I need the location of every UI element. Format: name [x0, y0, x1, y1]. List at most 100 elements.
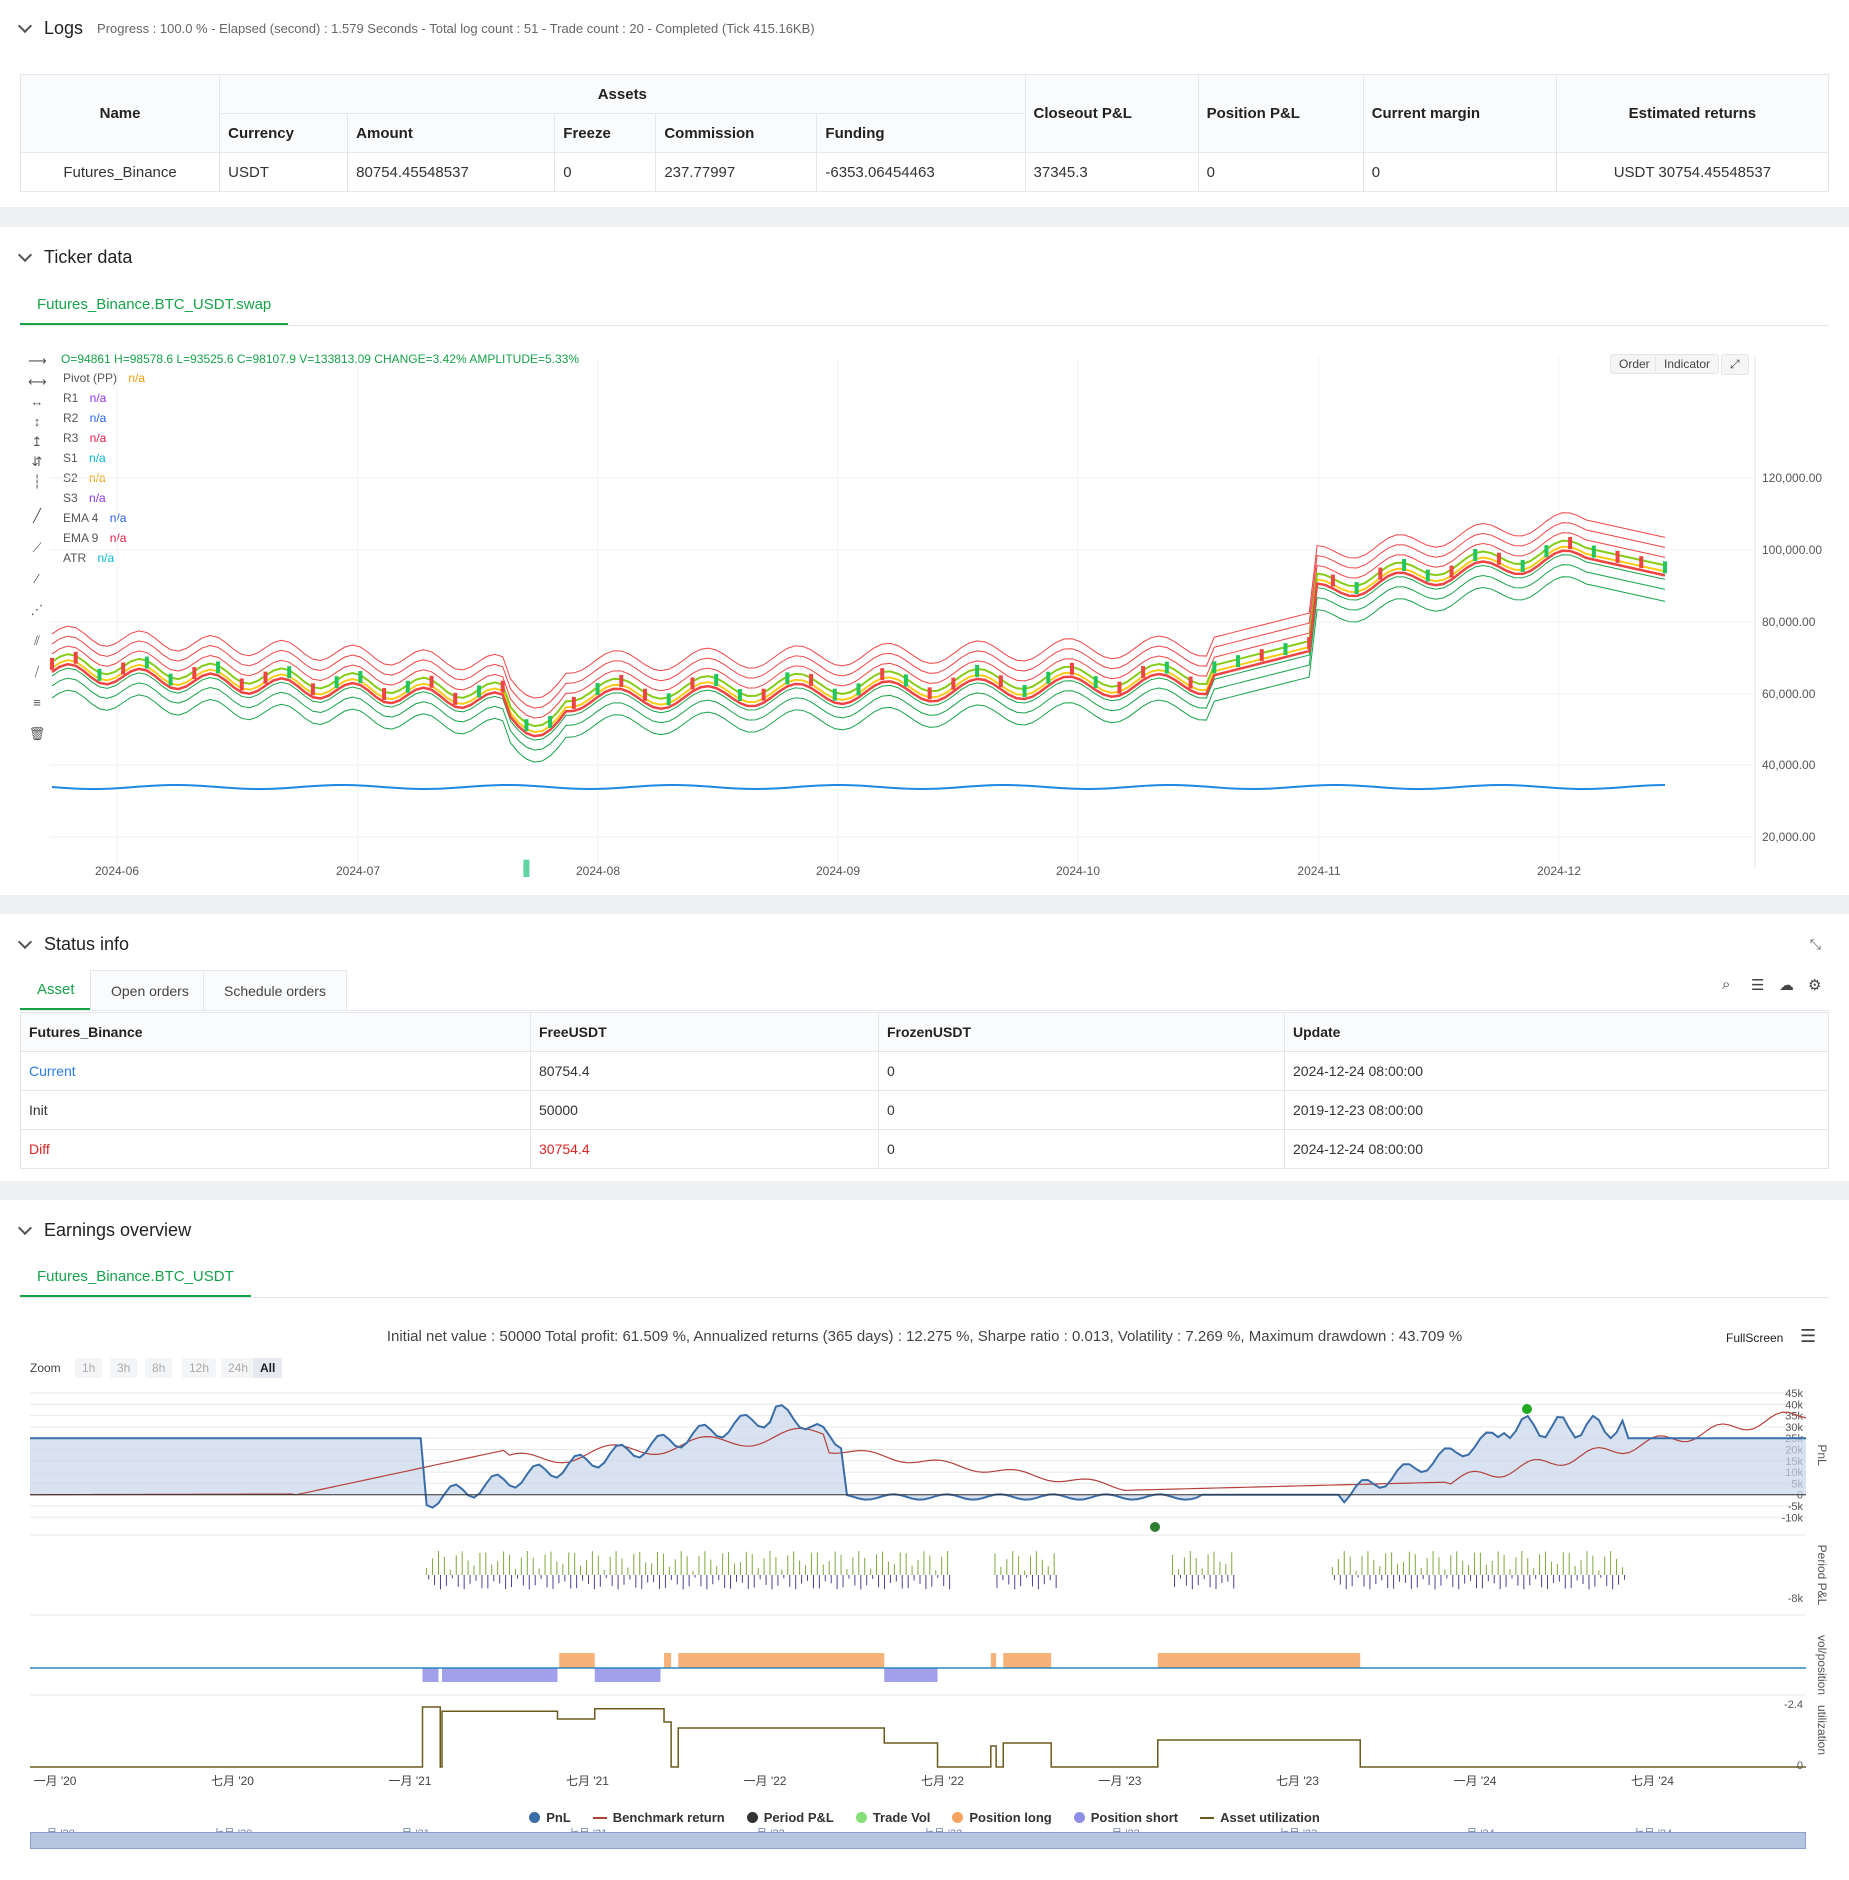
candle	[1544, 545, 1549, 558]
expand-icon[interactable]: ⤢	[1721, 354, 1749, 375]
candlestick-chart[interactable]: 120,000.00 100,000.00 80,000.00 60,000.00 40…	[0, 357, 1849, 877]
vertical-ray-icon[interactable]: ↥	[31, 434, 43, 449]
candle	[168, 673, 173, 686]
earnings-chart[interactable]: 45k40k35k30k25k20k15k10k5k0-5k-10k-8k-2.…	[0, 1385, 1849, 1855]
legend-item: EMA 9 n/a	[63, 531, 126, 545]
col-returns: Estimated returns	[1555, 74, 1830, 153]
parallel-line-icon[interactable]: ⫽	[34, 633, 40, 648]
collapse-icon[interactable]: ⤡	[1809, 936, 1821, 952]
cell-amount: 80754.45548537	[347, 152, 556, 192]
menu-icon[interactable]: ☰	[1800, 1326, 1817, 1346]
legend-item[interactable]: Asset utilization	[1200, 1810, 1320, 1825]
cell-currency: USDT	[219, 152, 349, 192]
candle	[310, 683, 315, 696]
legend-name: Pivot (PP)	[63, 371, 118, 385]
settings-icon[interactable]: ⚙	[1808, 977, 1822, 994]
legend-label: Period P&L	[763, 1810, 834, 1825]
tab-asset[interactable]: Asset	[20, 970, 92, 1010]
candle	[1069, 662, 1074, 675]
table-row: Diff 30754.4 0 2024-12-24 08:00:00	[20, 1129, 1829, 1169]
legend-item: ATR n/a	[63, 551, 114, 565]
legend-item[interactable]: Position long	[952, 1810, 1052, 1825]
cell-returns: USDT 30754.45548537	[1555, 152, 1830, 192]
candle	[453, 692, 458, 705]
chevron-down-icon[interactable]	[17, 1220, 33, 1235]
horizontal-line-icon[interactable]: ⟷	[28, 374, 47, 389]
fullscreen-button[interactable]: FullScreen	[1726, 1331, 1784, 1345]
legend-item[interactable]: Trade Vol	[855, 1810, 930, 1825]
y-tick-label: 0	[1797, 1490, 1803, 1502]
atr-line	[51, 784, 1666, 791]
legend-item[interactable]: Period P&L	[746, 1810, 834, 1825]
list-icon[interactable]: ☰	[1751, 977, 1765, 994]
candle	[500, 680, 505, 693]
horizontal-segment-icon[interactable]: ↔	[30, 394, 44, 409]
chevron-down-icon[interactable]	[17, 247, 33, 262]
chevron-down-icon[interactable]	[17, 934, 33, 949]
segment-icon[interactable]: ⁄	[35, 571, 39, 586]
candle	[571, 696, 576, 709]
col-margin: Current margin	[1362, 74, 1557, 153]
indicator-line	[51, 522, 1666, 709]
zoom-button[interactable]: 3h	[110, 1358, 138, 1378]
legend-label: Benchmark return	[612, 1810, 725, 1825]
vertical-segment-icon[interactable]: ⇵	[31, 454, 43, 469]
cloud-download-icon[interactable]: ☁	[1779, 977, 1794, 994]
legend-marker	[529, 1812, 541, 1823]
fibonacci-icon[interactable]: ⧸	[34, 664, 40, 679]
fib-levels-icon[interactable]: ≡	[33, 695, 41, 710]
position-short-bar	[442, 1668, 558, 1682]
range-navigator[interactable]	[30, 1832, 1806, 1849]
legend-item[interactable]: PnL	[529, 1810, 571, 1825]
candle	[880, 668, 885, 681]
legend-label: Asset utilization	[1220, 1810, 1320, 1825]
candle	[1425, 569, 1430, 582]
trash-icon[interactable]: 🗑	[28, 726, 46, 741]
col-position: Position P&L	[1197, 74, 1364, 153]
chevron-down-icon[interactable]	[17, 18, 33, 33]
tab-btc-usdt[interactable]: Futures_Binance.BTC_USDT	[20, 1257, 251, 1297]
zoom-button[interactable]: All	[253, 1358, 283, 1378]
zoom-button[interactable]: 8h	[145, 1358, 173, 1378]
zoom-button[interactable]: 12h	[182, 1358, 217, 1378]
ray-line-icon[interactable]: ⟋	[32, 540, 42, 555]
candle	[761, 688, 766, 701]
candle	[334, 676, 339, 689]
vertical-line-icon[interactable]: ↕	[33, 414, 41, 429]
tab-schedule-orders[interactable]: Schedule orders	[203, 970, 347, 1010]
logs-header[interactable]: Logs Progress : 100.0 % - Elapsed (secon…	[17, 18, 815, 39]
candle	[1615, 550, 1620, 563]
position-short-bar	[884, 1668, 938, 1682]
y-tick-label: 120,000.00	[1762, 471, 1822, 485]
row-label-current[interactable]: Current	[20, 1051, 531, 1091]
status-header[interactable]: Status info	[17, 934, 129, 955]
cell-free: 50000	[530, 1090, 879, 1130]
legend-item[interactable]: Benchmark return	[592, 1810, 725, 1825]
candle	[809, 673, 814, 686]
trend-line-icon[interactable]: ╱	[33, 508, 41, 523]
status-panel: Status info ⤡ Asset Open orders Schedule…	[0, 914, 1849, 1181]
price-channel-icon[interactable]: ⋰	[30, 602, 44, 617]
cell-frozen: 0	[878, 1090, 1285, 1130]
legend-item[interactable]: Position short	[1073, 1810, 1178, 1825]
position-short-bar	[594, 1668, 661, 1682]
zoom-label: Zoom	[30, 1361, 61, 1375]
y-tick-label: 80,000.00	[1762, 615, 1816, 629]
horizontal-ray-icon[interactable]: ⟶	[28, 353, 47, 368]
zoom-button[interactable]: 24h	[221, 1358, 256, 1378]
earnings-title: Earnings overview	[44, 1220, 192, 1240]
price-line-icon[interactable]: ┆	[33, 474, 41, 489]
indicator-button[interactable]: Indicator	[1655, 354, 1720, 374]
tab-btc-usdt-swap[interactable]: Futures_Binance.BTC_USDT.swap	[20, 285, 289, 325]
col-update: Update	[1284, 1012, 1829, 1052]
search-icon[interactable]: ⌕	[1722, 976, 1731, 993]
ticker-header[interactable]: Ticker data	[17, 247, 132, 268]
legend-name: EMA 4	[63, 511, 99, 525]
earnings-legend: PnL Benchmark return Period P&L Trade Vol Po…	[0, 1810, 1849, 1825]
axis-title: vol/position	[1815, 1635, 1829, 1695]
order-button[interactable]: Order	[1610, 354, 1659, 374]
axis-title: PnL	[1815, 1444, 1829, 1466]
zoom-button[interactable]: 1h	[75, 1358, 103, 1378]
tab-open-orders[interactable]: Open orders	[90, 970, 210, 1010]
earnings-header[interactable]: Earnings overview	[17, 1220, 192, 1241]
